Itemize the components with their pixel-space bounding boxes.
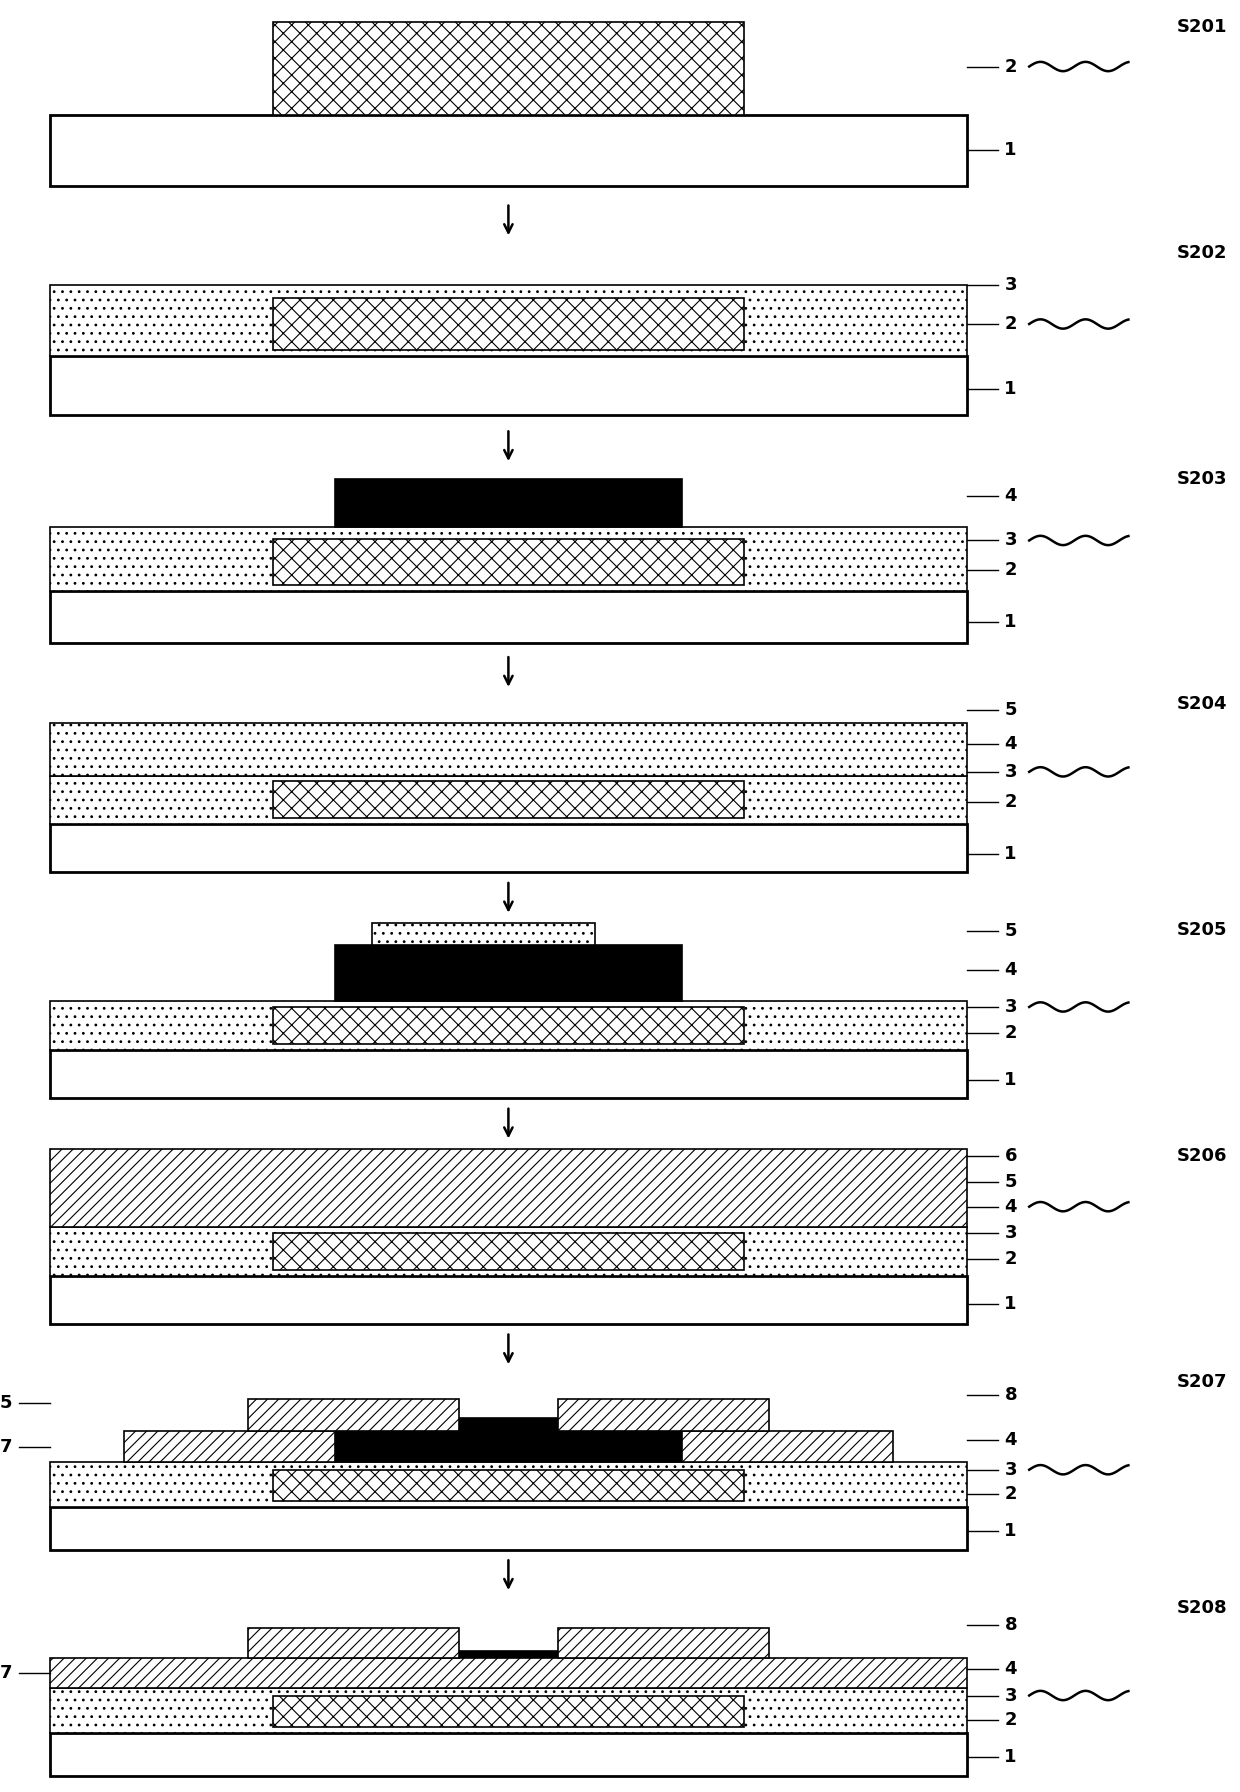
Bar	[50, 355, 967, 416]
Bar	[273, 781, 744, 819]
Bar	[335, 1650, 682, 1688]
Bar	[682, 1430, 893, 1462]
Text: 3: 3	[1004, 1224, 1017, 1242]
Bar	[273, 22, 744, 115]
Bar	[248, 1400, 459, 1430]
Text: 4: 4	[1004, 1661, 1017, 1679]
Text: 2: 2	[1004, 315, 1017, 333]
Bar	[558, 1629, 769, 1658]
Text: 1: 1	[1004, 380, 1017, 398]
Text: S201: S201	[1177, 18, 1228, 36]
Bar	[50, 527, 967, 591]
Bar	[273, 1469, 744, 1502]
Text: 1: 1	[1004, 1521, 1017, 1541]
Text: 3: 3	[1004, 532, 1017, 550]
Text: 5: 5	[1004, 1174, 1017, 1192]
Bar	[50, 1276, 967, 1324]
Bar	[50, 1658, 967, 1688]
Text: 2: 2	[1004, 57, 1017, 75]
Text: S205: S205	[1177, 921, 1228, 939]
Text: 4: 4	[1004, 487, 1017, 505]
Text: 2: 2	[1004, 1023, 1017, 1043]
Text: 8: 8	[1004, 1387, 1017, 1405]
Text: 5: 5	[0, 1394, 12, 1412]
Bar	[372, 923, 595, 946]
Bar	[50, 591, 967, 643]
Bar	[50, 285, 967, 355]
Text: S207: S207	[1177, 1373, 1228, 1391]
Bar	[50, 1149, 967, 1228]
Bar	[50, 824, 967, 873]
Text: 4: 4	[1004, 961, 1017, 978]
Text: 3: 3	[1004, 1686, 1017, 1704]
Bar	[273, 1233, 744, 1271]
Bar	[50, 1228, 967, 1276]
Text: 7: 7	[0, 1665, 12, 1683]
Bar	[248, 1629, 459, 1658]
Bar	[335, 1417, 682, 1462]
Bar	[50, 1462, 967, 1507]
Text: 5: 5	[1004, 701, 1017, 719]
Bar	[273, 1007, 744, 1045]
Bar	[273, 1695, 744, 1727]
Bar	[124, 1430, 335, 1462]
Text: 3: 3	[1004, 1460, 1017, 1478]
Bar	[50, 1050, 967, 1098]
Text: 4: 4	[1004, 735, 1017, 753]
Text: S204: S204	[1177, 695, 1228, 713]
Text: 4: 4	[1004, 1197, 1017, 1215]
Text: 7: 7	[0, 1439, 12, 1457]
Bar	[273, 539, 744, 586]
Bar	[50, 1507, 967, 1550]
Bar	[335, 478, 682, 527]
Text: 2: 2	[1004, 1711, 1017, 1729]
Bar	[273, 297, 744, 349]
Bar	[372, 1168, 595, 1190]
Text: 4: 4	[1004, 1430, 1017, 1450]
Text: 3: 3	[1004, 276, 1017, 294]
Bar	[335, 946, 682, 1002]
Bar	[50, 1002, 967, 1050]
Text: 2: 2	[1004, 792, 1017, 810]
Text: S202: S202	[1177, 244, 1228, 262]
Bar	[50, 776, 967, 824]
Text: 5: 5	[1004, 921, 1017, 939]
Text: 2: 2	[1004, 1486, 1017, 1503]
Text: 1: 1	[1004, 613, 1017, 631]
Bar	[50, 724, 967, 776]
Bar	[50, 115, 967, 186]
Text: 8: 8	[1004, 1616, 1017, 1634]
Bar	[335, 745, 682, 776]
Text: 1: 1	[1004, 1747, 1017, 1767]
Text: 6: 6	[1004, 1147, 1017, 1165]
Text: 3: 3	[1004, 998, 1017, 1016]
Text: 1: 1	[1004, 142, 1017, 159]
Bar	[50, 1688, 967, 1733]
Bar	[50, 1733, 967, 1776]
Bar	[335, 1190, 682, 1228]
Text: 1: 1	[1004, 1070, 1017, 1090]
Text: 2: 2	[1004, 1249, 1017, 1269]
Bar	[558, 1400, 769, 1430]
Text: 1: 1	[1004, 844, 1017, 864]
Text: S206: S206	[1177, 1147, 1228, 1165]
Text: 1: 1	[1004, 1294, 1017, 1312]
Text: S203: S203	[1177, 470, 1228, 487]
Text: S208: S208	[1177, 1598, 1228, 1616]
Text: 2: 2	[1004, 561, 1017, 579]
Text: 3: 3	[1004, 763, 1017, 781]
